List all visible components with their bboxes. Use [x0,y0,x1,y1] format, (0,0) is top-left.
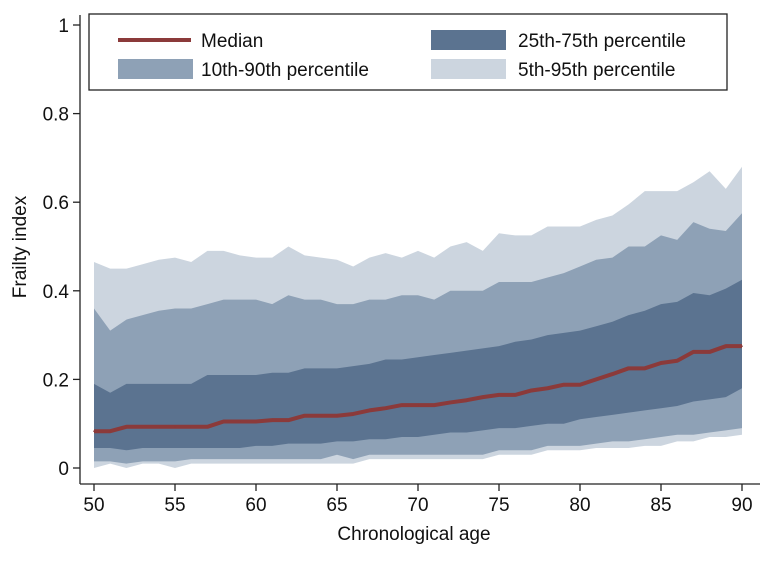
median-point [271,419,274,421]
x-tick-label: 55 [164,495,185,516]
median-point [368,409,371,412]
median-point [174,426,176,428]
band-25th-75th-percentile [94,279,742,451]
median-point [465,399,468,402]
median-point [725,345,727,347]
median-point [417,404,419,406]
y-tick-label: 0.6 [43,193,69,214]
x-axis-label: Chronological age [337,524,490,545]
median-point [514,394,516,396]
percentile-bands [94,166,742,468]
legend-label-5th-95th-percentile: 5th-95th percentile [518,60,675,81]
legend-swatch-10th-90th-percentile [118,59,193,79]
median-point [352,413,355,415]
median-layer [93,344,743,434]
y-tick-label: 1 [58,16,69,37]
median-point [563,383,565,386]
median-point [287,419,290,421]
x-tick-label: 65 [326,495,347,516]
median-point [320,414,322,417]
legend-label-median: Median [201,31,263,52]
legend-swatch-25th-75th-percentile [431,30,506,50]
median-point [206,426,209,428]
y-tick-label: 0.4 [43,282,70,303]
median-point [530,389,533,392]
y-tick-label: 0.2 [43,370,69,391]
median-point [239,420,241,423]
median-point [482,396,484,398]
median-point [401,404,403,406]
median-point [255,420,257,423]
median-point [125,426,128,428]
median-point [190,426,192,428]
x-tick-label: 75 [488,495,509,516]
median-point [546,387,549,390]
median-point [109,430,111,433]
median-point [158,426,160,428]
legend: Median 25th-75th percentile 10th-90th perc… [88,13,728,91]
median-point [303,414,306,417]
median-point [644,367,646,370]
median-point [498,394,500,396]
median-point [708,351,711,353]
median-point [141,426,144,428]
legend-swatch-5th-95th-percentile [431,59,506,79]
x-tick-label: 60 [245,495,266,516]
legend-box [88,13,728,91]
x-tick-label: 80 [569,495,590,516]
median-point [595,378,597,381]
x-tick-label: 85 [650,495,671,516]
median-point [449,401,452,404]
median-point [676,359,678,362]
median-point [384,407,387,409]
median-point [93,430,95,433]
median-point [433,404,436,406]
median-point [627,367,630,370]
x-tick-label: 50 [83,495,104,516]
legend-label-25th-75th-percentile: 25th-75th percentile [518,31,686,52]
median-point [660,362,662,364]
y-tick-label: 0 [58,459,69,480]
median-point [336,414,338,417]
x-tick-label: 70 [407,495,428,516]
y-tick-label: 0.8 [43,105,69,126]
x-tick-label: 90 [731,495,752,516]
median-point [611,373,614,375]
median-point [222,420,225,423]
y-axis-label: Frailty index [10,195,31,298]
legend-label-10th-90th-percentile: 10th-90th percentile [201,60,369,81]
median-point [741,345,743,347]
axes: 0 0.2 0.4 0.6 0.8 1 50 55 60 65 70 75 80 85 90 [43,15,760,516]
median-point [692,351,695,353]
median-point [579,383,581,386]
